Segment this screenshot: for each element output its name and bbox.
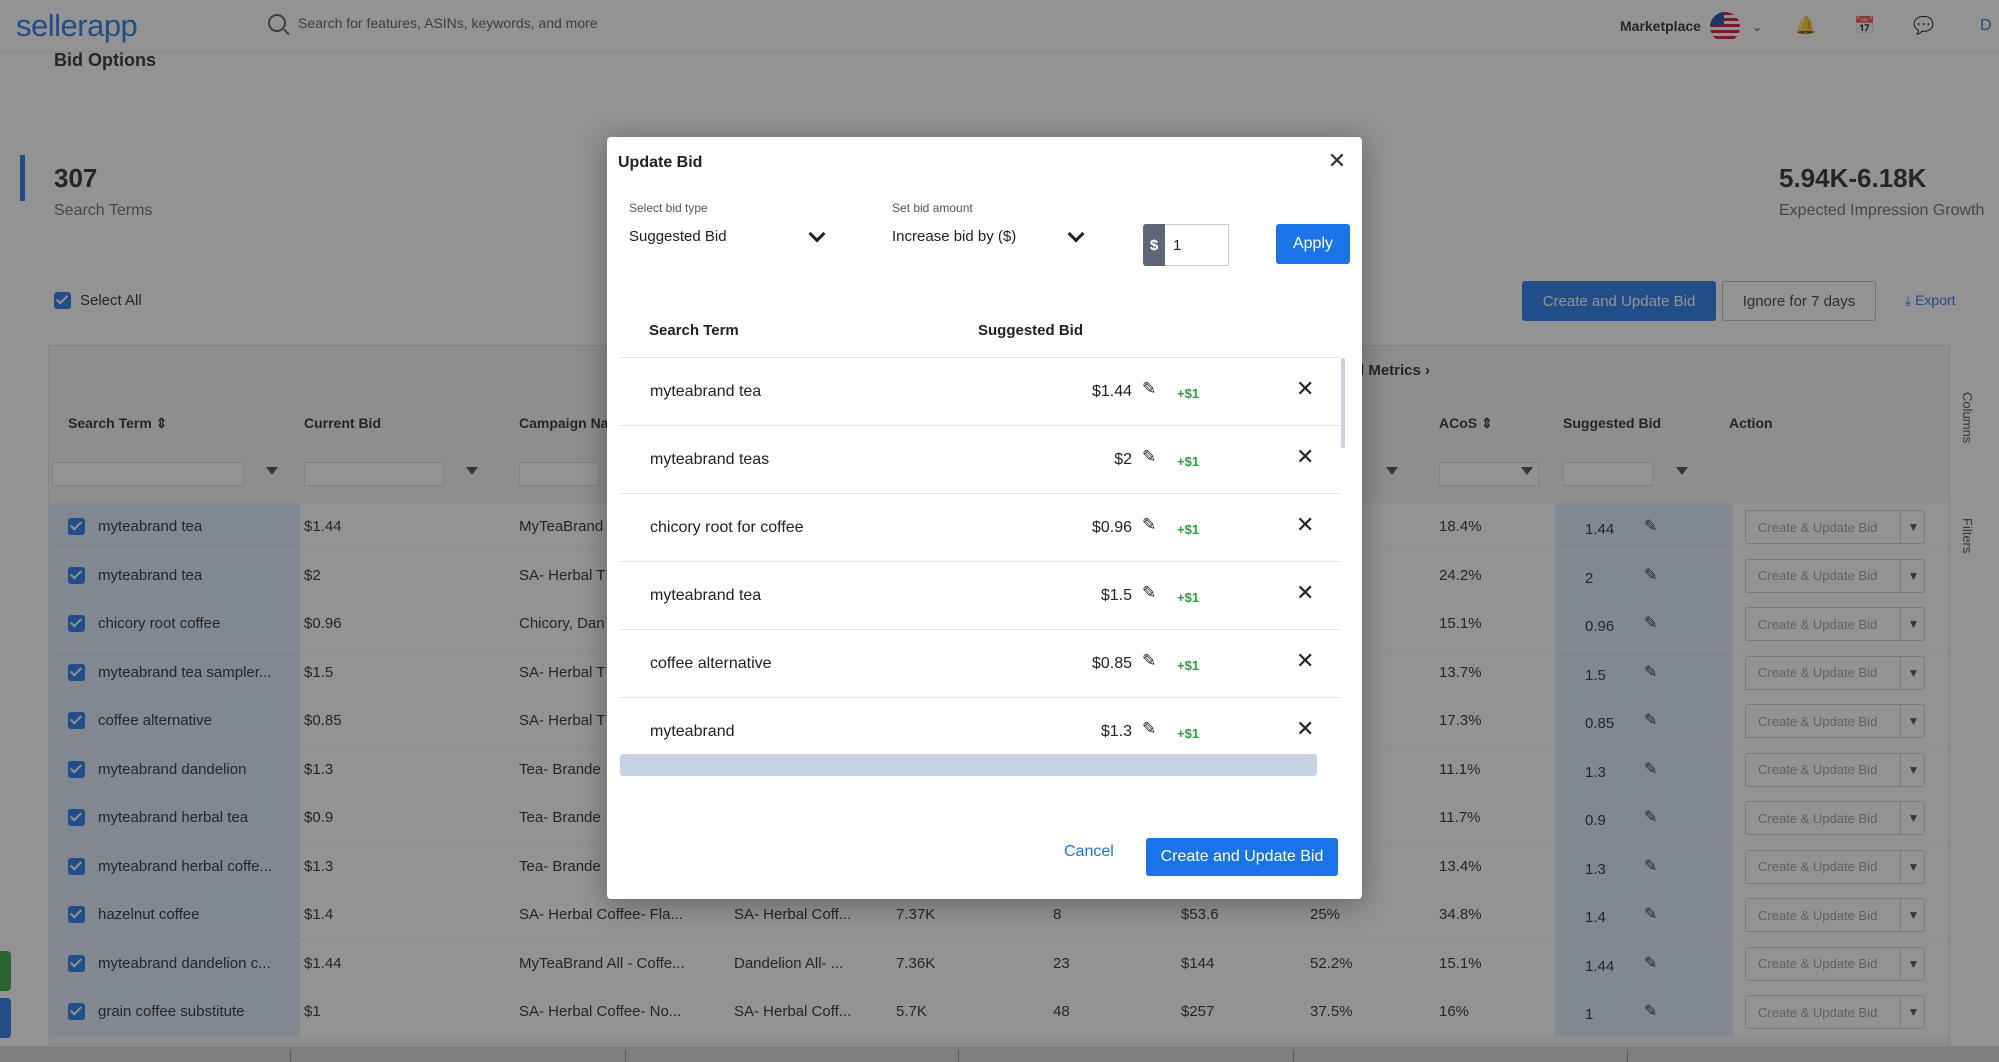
remove-row-icon[interactable]: ✕ [1296, 580, 1315, 605]
modal-row-bid: $1.3 [1100, 723, 1132, 740]
bid-amount-input[interactable] [1165, 224, 1229, 266]
update-bid-modal: Update Bid ✕ Select bid type Suggested B… [607, 137, 1362, 899]
modal-bid-row: myteabrand teas $2 ✎ +$1 ✕ [620, 425, 1340, 493]
bid-amount-select[interactable]: Increase bid by ($) [892, 228, 1017, 245]
vertical-scrollbar[interactable] [1341, 358, 1345, 448]
modal-row-search-term: myteabrand [650, 723, 735, 740]
close-icon[interactable]: ✕ [1327, 148, 1347, 173]
bid-increment-badge: +$1 [1177, 590, 1200, 605]
modal-bid-row: myteabrand $1.3 ✎ +$1 ✕ [620, 697, 1340, 742]
modal-row-bid: $0.96 [1091, 519, 1132, 536]
cancel-button[interactable]: Cancel [1064, 843, 1114, 860]
modal-bid-row: chicory root for coffee $0.96 ✎ +$1 ✕ [620, 493, 1340, 561]
bid-increment-badge: +$1 [1177, 454, 1200, 469]
modal-col-suggested-bid: Suggested Bid [978, 322, 1084, 339]
edit-pencil-icon[interactable]: ✎ [1142, 719, 1157, 738]
bid-increment-badge: +$1 [1177, 522, 1200, 537]
apply-button[interactable]: Apply [1276, 224, 1350, 264]
modal-row-bid: $1.44 [1091, 383, 1132, 400]
remove-row-icon[interactable]: ✕ [1296, 648, 1315, 673]
modal-row-bid: $2 [1114, 451, 1132, 468]
modal-title: Update Bid [618, 154, 703, 171]
remove-row-icon[interactable]: ✕ [1296, 512, 1315, 537]
modal-bid-row: myteabrand tea $1.44 ✎ +$1 ✕ [620, 357, 1340, 425]
chevron-down-icon[interactable] [808, 225, 826, 243]
modal-row-search-term: myteabrand tea [650, 383, 762, 400]
modal-row-search-term: myteabrand tea [650, 587, 762, 604]
modal-bid-row: coffee alternative $0.85 ✎ +$1 ✕ [620, 629, 1340, 697]
currency-prefix: $ [1143, 224, 1165, 266]
modal-bid-row: myteabrand tea $1.5 ✎ +$1 ✕ [620, 561, 1340, 629]
edit-pencil-icon[interactable]: ✎ [1142, 379, 1157, 398]
edit-pencil-icon[interactable]: ✎ [1142, 651, 1157, 670]
remove-row-icon[interactable]: ✕ [1296, 716, 1315, 741]
edit-pencil-icon[interactable]: ✎ [1142, 583, 1157, 602]
bid-type-label: Select bid type [629, 201, 708, 215]
modal-horizontal-scrollbar[interactable] [620, 754, 1317, 776]
modal-col-search-term: Search Term [649, 322, 739, 339]
bid-increment-badge: +$1 [1177, 726, 1200, 741]
modal-row-search-term: chicory root for coffee [650, 519, 804, 536]
modal-row-search-term: myteabrand teas [650, 451, 770, 468]
bid-type-select[interactable]: Suggested Bid [629, 228, 727, 245]
remove-row-icon[interactable]: ✕ [1296, 444, 1315, 469]
edit-pencil-icon[interactable]: ✎ [1142, 515, 1157, 534]
edit-pencil-icon[interactable]: ✎ [1142, 447, 1157, 466]
modal-row-bid: $1.5 [1100, 587, 1132, 604]
bid-increment-badge: +$1 [1177, 658, 1200, 673]
bid-increment-badge: +$1 [1177, 386, 1200, 401]
modal-row-search-term: coffee alternative [650, 655, 772, 672]
chevron-down-icon[interactable] [1067, 225, 1085, 243]
modal-row-bid: $0.85 [1091, 655, 1132, 672]
remove-row-icon[interactable]: ✕ [1296, 376, 1315, 401]
bid-amount-label: Set bid amount [892, 201, 973, 215]
modal-bid-list[interactable]: myteabrand tea $1.44 ✎ +$1 ✕ myteabrand teas $… [620, 357, 1340, 742]
create-update-bid-button[interactable]: Create and Update Bid [1146, 838, 1338, 876]
